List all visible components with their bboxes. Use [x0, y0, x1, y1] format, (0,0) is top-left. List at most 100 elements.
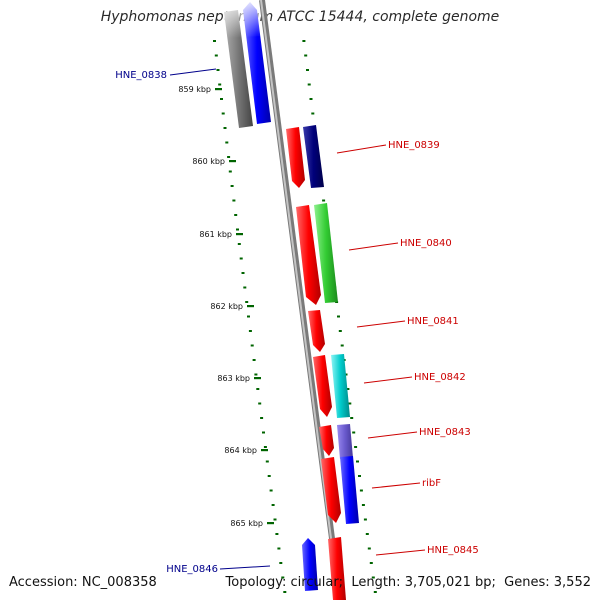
track-dot — [267, 475, 271, 477]
plus-strand-genes[interactable] — [286, 125, 359, 600]
genome-backbone — [259, 0, 343, 600]
kbp-tick — [267, 522, 274, 525]
track-dot — [248, 330, 252, 332]
track-dot — [304, 54, 308, 57]
topology-value: circular — [290, 575, 339, 590]
gene-label-hne_0845[interactable]: HNE_0845 — [427, 545, 479, 556]
track-dot — [344, 373, 348, 376]
gene-hne0841-red[interactable] — [308, 310, 325, 352]
gene-leader-line — [348, 242, 399, 251]
track-dot — [221, 112, 225, 115]
gene-label-hne_0842[interactable]: HNE_0842 — [414, 372, 466, 383]
minus-strand-genes[interactable] — [222, 0, 318, 591]
gene-leader-line — [363, 376, 413, 384]
gene-leader-line — [356, 320, 406, 328]
track-dot — [243, 286, 247, 289]
track-dot — [237, 243, 241, 245]
track-dot — [283, 591, 287, 593]
length-value: 3,705,021 bp — [404, 575, 492, 590]
kbp-label: 860 kbp — [192, 157, 225, 166]
track-dot — [275, 533, 279, 535]
gene-hne0842-red[interactable] — [313, 355, 332, 417]
track-dot — [269, 489, 273, 492]
gene-hne0839-block[interactable] — [303, 125, 324, 188]
track-dot — [265, 460, 269, 463]
track-dot — [232, 199, 236, 202]
gene-leader-line — [371, 482, 421, 489]
genes-value: 3,552 — [553, 575, 591, 590]
gene-hne0838-neighbor-block[interactable] — [224, 10, 253, 128]
track-dot — [225, 141, 229, 144]
track-dot — [281, 576, 285, 579]
track-dot — [309, 98, 313, 100]
gene-label-ribf[interactable]: ribF — [422, 478, 441, 489]
gene-leader-line — [336, 144, 387, 154]
track-dot — [252, 359, 256, 361]
gene-hne0845-red[interactable] — [328, 537, 346, 600]
track-dot — [352, 431, 356, 434]
track-dot — [371, 576, 375, 579]
kbp-label: 863 kbp — [217, 374, 250, 383]
track-dot — [367, 547, 371, 550]
gene-hne0846-block[interactable] — [302, 538, 318, 591]
track-dot — [350, 417, 354, 419]
track-dot — [236, 228, 239, 231]
kbp-label: 859 kbp — [178, 85, 211, 94]
track-dot — [338, 330, 342, 332]
kbp-label: 865 kbp — [230, 519, 263, 528]
track-dot — [216, 69, 220, 71]
track-dot — [279, 562, 283, 564]
gene-ribf-block[interactable] — [340, 456, 359, 524]
gene-label-hne_0839[interactable]: HNE_0839 — [388, 140, 440, 151]
track-dot — [245, 301, 249, 303]
track-dot — [359, 489, 363, 492]
track-dot — [247, 315, 250, 318]
inner-dotted-track — [213, 40, 287, 593]
kbp-label: 864 kbp — [224, 446, 257, 455]
gene-hne0842-block[interactable] — [331, 354, 350, 418]
gene-hne0840-red[interactable] — [296, 205, 321, 305]
gene-label-hne_0838[interactable]: HNE_0838 — [115, 70, 167, 81]
genome-title: Hyphomonas neptunium ATCC 15444, complet… — [100, 9, 500, 25]
track-dot — [214, 54, 218, 57]
track-dot — [361, 504, 365, 506]
kbp-label: 861 kbp — [199, 230, 232, 239]
track-dot — [228, 170, 232, 173]
track-dot — [213, 40, 216, 42]
gene-hne0839-red[interactable] — [286, 127, 305, 188]
track-dot — [302, 40, 306, 42]
gene-hne0843-block[interactable] — [337, 424, 353, 459]
gene-labels: HNE_0838 HNE_0839 HNE_0840 HNE_0841 HNE_0842… — [115, 68, 479, 575]
track-dot — [337, 315, 340, 318]
kbp-label: 862 kbp — [210, 302, 243, 311]
gene-hne0843-red[interactable] — [319, 425, 334, 456]
track-dot — [239, 257, 243, 260]
length-label: Length: — [351, 575, 401, 590]
track-dot — [358, 475, 361, 477]
track-dot — [241, 272, 245, 274]
track-dot — [263, 446, 267, 448]
track-dot — [273, 518, 277, 521]
gene-label-hne_0843[interactable]: HNE_0843 — [419, 427, 471, 438]
gene-label-hne_0841[interactable]: HNE_0841 — [407, 316, 459, 327]
genome-summary: Topology: circular; Length: 3,705,021 bp… — [225, 575, 591, 590]
track-dot — [354, 446, 358, 448]
gene-ribf-red[interactable] — [321, 457, 341, 523]
track-dot — [260, 417, 264, 419]
kbp-ticks — [215, 88, 274, 525]
kbp-labels: 859 kbp 860 kbp 861 kbp 862 kbp 863 kbp 864 k… — [178, 85, 263, 528]
gene-label-hne_0846[interactable]: HNE_0846 — [166, 564, 218, 575]
accession-info: Accession: NC_008358 — [9, 575, 157, 590]
track-dot — [311, 112, 315, 115]
gene-leader-line — [169, 68, 217, 76]
track-dot — [356, 460, 359, 463]
track-dot — [218, 83, 222, 86]
track-dot — [250, 344, 254, 347]
track-dot — [373, 591, 377, 593]
gene-label-hne_0840[interactable]: HNE_0840 — [400, 238, 452, 249]
gene-hne0840-block[interactable] — [314, 203, 338, 303]
kbp-tick — [229, 160, 236, 163]
kbp-tick — [247, 305, 254, 308]
track-dot — [307, 83, 311, 86]
